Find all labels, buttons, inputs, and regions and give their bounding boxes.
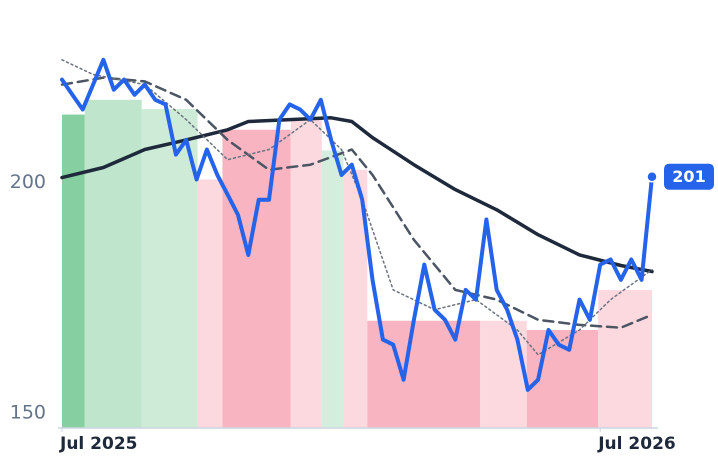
band <box>321 150 344 428</box>
y-tick-label: 150 <box>10 401 46 423</box>
band <box>343 169 368 429</box>
y-tick-label: 200 <box>10 171 46 193</box>
band <box>197 179 223 428</box>
x-tick-label: Jul 2025 <box>59 434 138 454</box>
band <box>141 109 198 428</box>
end-badge <box>664 163 714 190</box>
band <box>367 320 481 428</box>
band <box>598 289 652 428</box>
series-line <box>60 76 654 329</box>
x-tick-label: Jul 2026 <box>597 434 676 454</box>
band <box>84 99 142 428</box>
end-label: 201 <box>672 167 705 186</box>
band <box>290 118 322 429</box>
band <box>62 114 85 428</box>
series-line <box>60 57 654 392</box>
end-point <box>646 170 658 183</box>
band <box>222 129 291 428</box>
band <box>480 320 527 428</box>
